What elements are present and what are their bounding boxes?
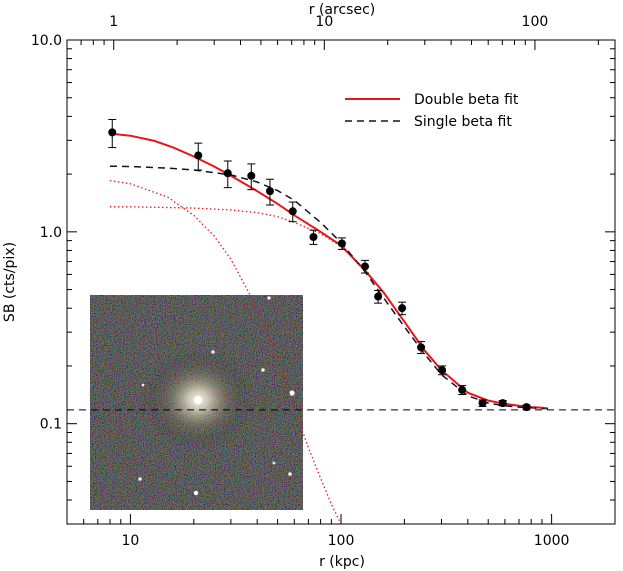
data-point <box>374 292 383 301</box>
data-point <box>247 171 256 180</box>
inset-xray-image <box>90 295 303 510</box>
data-point <box>337 239 346 248</box>
model-curve-single-beta-fit <box>109 165 548 410</box>
model-curve-inner-component <box>109 179 342 524</box>
data-point <box>309 232 318 241</box>
top-tick-label: 100 <box>522 14 549 30</box>
x-tick-label: 10 <box>121 533 139 549</box>
x-axis-title: r (kpc) <box>319 554 365 570</box>
y-tick-label: 0.1 <box>40 417 62 433</box>
x-tick-label: 100 <box>328 533 355 549</box>
axis-ticks <box>66 39 616 525</box>
axis-tick-labels: 10 100 1000 1 10 100 0.1 1.0 10.0 <box>31 14 570 549</box>
x-tick-label: 1000 <box>534 533 570 549</box>
data-point <box>478 399 487 408</box>
y-tick-label: 1.0 <box>40 225 62 241</box>
data-point <box>522 403 531 412</box>
model-curve-double-beta-fit <box>109 132 549 410</box>
data-point <box>458 385 467 394</box>
legend: Double beta fit Single beta fit <box>345 92 519 130</box>
data-point <box>108 128 117 137</box>
y-tick-label: 10.0 <box>31 33 62 49</box>
data-point <box>223 169 232 178</box>
data-point <box>417 343 426 352</box>
top-tick-label: 10 <box>315 14 333 30</box>
data-point <box>265 187 274 196</box>
top-axis-title: r (arcsec) <box>309 2 375 18</box>
legend-label-double-beta: Double beta fit <box>414 92 519 108</box>
data-point <box>360 262 369 271</box>
data-point <box>398 304 407 313</box>
data-points <box>108 119 531 412</box>
y-axis-title: SB (cts/pix) <box>2 242 18 322</box>
data-point <box>288 207 297 216</box>
data-point <box>498 399 507 408</box>
legend-label-single-beta: Single beta fit <box>414 114 512 130</box>
data-point <box>438 366 447 375</box>
data-point <box>194 151 203 160</box>
top-tick-label: 1 <box>109 14 118 30</box>
